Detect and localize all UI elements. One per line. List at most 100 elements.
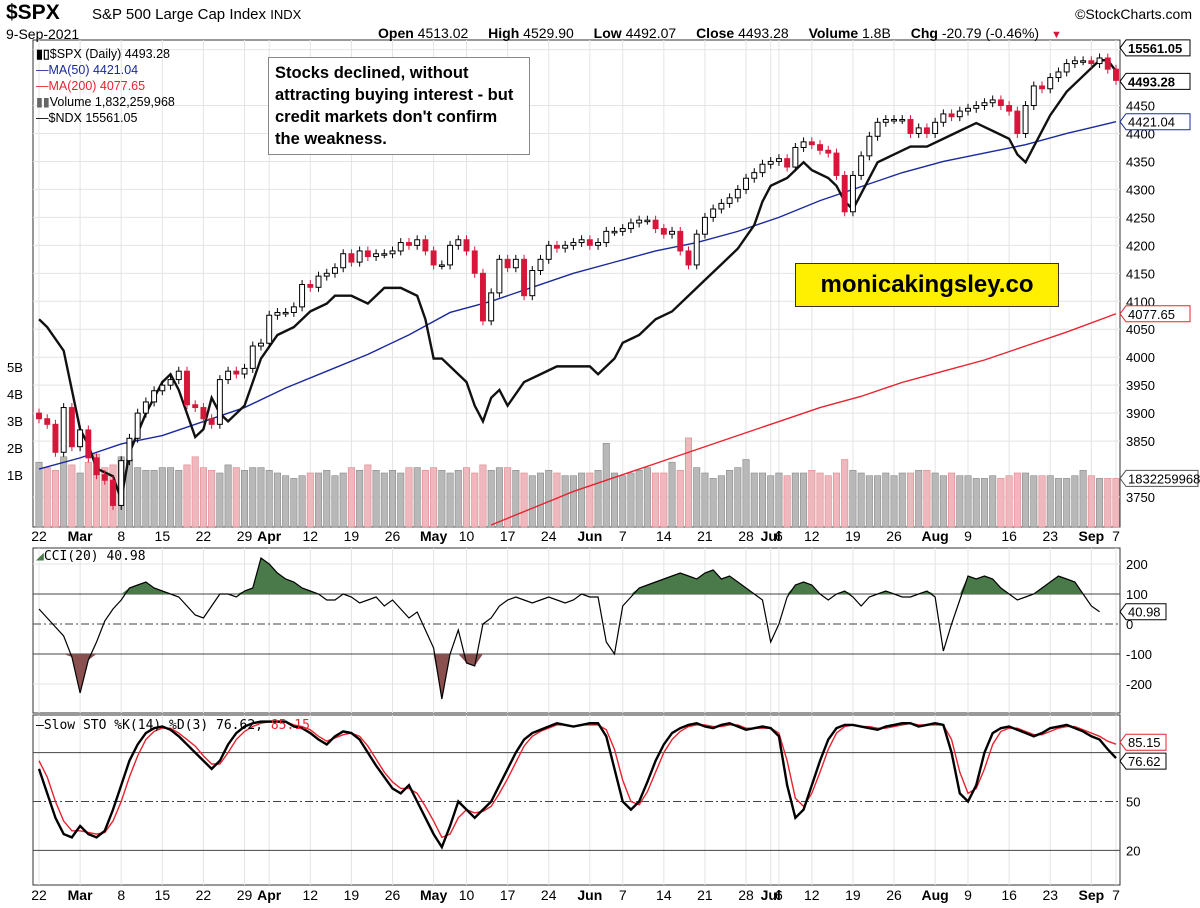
volume-bar	[635, 469, 643, 528]
candle-body	[151, 390, 158, 403]
cci-overbought-fill	[121, 582, 171, 594]
candle-body	[299, 284, 306, 308]
legend-ndx: —$NDX 15561.05	[36, 111, 138, 125]
candle-body	[693, 233, 700, 266]
candle-body	[274, 311, 281, 316]
candle-body	[956, 110, 963, 118]
ma200-line	[490, 313, 1117, 526]
candle-body	[241, 367, 248, 375]
candle-body	[989, 99, 996, 104]
date-tick-label: 7	[619, 887, 627, 903]
date-tick-label: 17	[500, 528, 516, 544]
volume-bar	[389, 469, 397, 528]
date-tick-label: 26	[385, 528, 401, 544]
sto-k-line	[37, 720, 1117, 850]
volume-bar	[1063, 478, 1071, 528]
volume-axis-label: 3B	[7, 414, 23, 429]
candle-body	[192, 404, 199, 409]
candle-body	[800, 141, 807, 148]
date-tick-label: 16	[1001, 887, 1017, 903]
volume-bar	[553, 472, 561, 528]
date-tick-label: Mar	[68, 528, 93, 544]
candle-body	[923, 127, 930, 134]
candle-body	[438, 264, 445, 267]
candle-body	[529, 270, 536, 297]
candle-body	[504, 258, 511, 269]
date-tick-label: 28	[738, 528, 754, 544]
volume-bar	[479, 464, 487, 528]
volume-bar	[1022, 472, 1030, 528]
price-tick-label: 3900	[1126, 406, 1155, 421]
candle-body	[184, 370, 190, 406]
volume-bar	[684, 437, 692, 528]
volume-bar	[717, 475, 725, 528]
candle-body	[1096, 57, 1103, 65]
candle-body	[710, 208, 717, 218]
candle-body	[784, 158, 791, 168]
date-tick-label: Jun	[577, 528, 602, 544]
volume-bar	[273, 472, 281, 528]
candle-body	[471, 250, 478, 274]
cci-overbought-fill	[630, 570, 755, 594]
volume-bar	[915, 469, 923, 528]
candle-body	[833, 152, 840, 176]
candle-body	[792, 146, 799, 168]
cci-tick-label: -200	[1126, 677, 1152, 692]
volume-bar	[51, 469, 59, 528]
candle-body	[1063, 63, 1070, 73]
date-tick-label: 29	[237, 887, 253, 903]
volume-bar	[865, 475, 873, 528]
candle-body	[734, 188, 741, 199]
date-tick-label: 21	[697, 528, 713, 544]
candle-body	[356, 250, 363, 263]
volume-axis-label: 2B	[7, 441, 23, 456]
price-right-label: 15561.05	[1128, 41, 1182, 56]
candle-body	[627, 222, 634, 230]
candle-body	[899, 119, 906, 122]
candle-body	[726, 197, 733, 204]
volume-bar	[536, 472, 545, 528]
candle-body	[488, 292, 495, 322]
volume-bar	[257, 467, 265, 528]
volume-bar	[315, 472, 323, 528]
volume-bar	[800, 472, 808, 528]
price-tick-label: 4150	[1126, 266, 1155, 281]
candle-body	[479, 272, 486, 322]
candle-body	[562, 244, 569, 249]
volume-bar	[1087, 475, 1095, 528]
volume-bar	[1054, 478, 1062, 528]
volume-bar	[413, 467, 421, 528]
candle-body	[52, 423, 59, 453]
volume-bar	[816, 472, 824, 528]
volume-bar	[742, 459, 750, 528]
volume-bar	[134, 467, 142, 528]
candle-body	[85, 429, 92, 459]
annotation-box: Stocks declined, without attracting buyi…	[268, 57, 530, 155]
ndx-line	[38, 59, 1117, 505]
volume-right-tag	[1119, 469, 1199, 487]
volume-bar	[405, 467, 413, 528]
price-tick-label: 4450	[1126, 99, 1155, 114]
brand-label: ©StockCharts.com	[1075, 6, 1192, 22]
volume-bar	[545, 469, 553, 528]
candle-body	[216, 379, 223, 425]
cci-overbought-fill	[918, 591, 936, 594]
volume-bar	[610, 472, 619, 528]
candle-body	[463, 239, 470, 252]
candle-body	[619, 228, 626, 232]
volume-bar	[627, 472, 635, 528]
volume-bar	[619, 475, 627, 528]
sto-d-line	[38, 720, 1117, 839]
volume-bar	[1071, 475, 1079, 528]
volume-bar	[767, 475, 775, 528]
volume-bar	[808, 469, 816, 528]
candle-body	[512, 258, 519, 269]
candle-body	[290, 306, 297, 313]
candle-body	[849, 174, 856, 213]
legend-volume: ▮▮Volume 1,832,259,968	[36, 95, 175, 109]
volume-bar	[939, 475, 947, 528]
cci-oversold-fill	[63, 654, 97, 693]
cci-right-tag	[1119, 603, 1167, 621]
volume-bar	[364, 464, 372, 528]
volume-bar	[191, 456, 199, 528]
